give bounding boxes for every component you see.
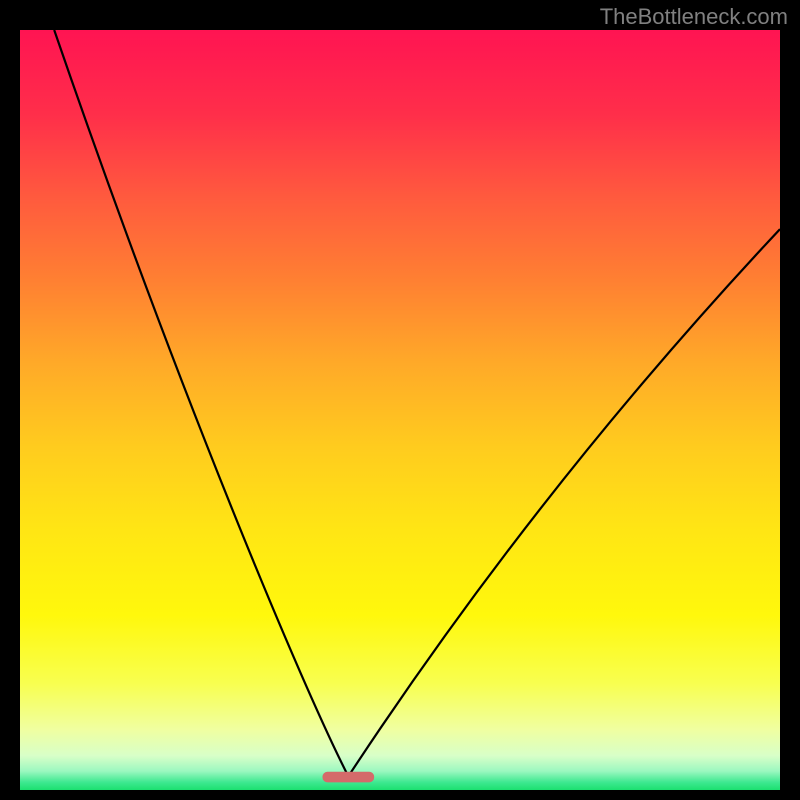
attribution-text: TheBottleneck.com bbox=[600, 4, 788, 30]
gradient-background bbox=[20, 30, 780, 790]
chart-svg bbox=[20, 30, 780, 790]
plot-frame bbox=[20, 30, 780, 790]
minimum-marker bbox=[322, 772, 374, 783]
plot-area bbox=[20, 30, 780, 790]
